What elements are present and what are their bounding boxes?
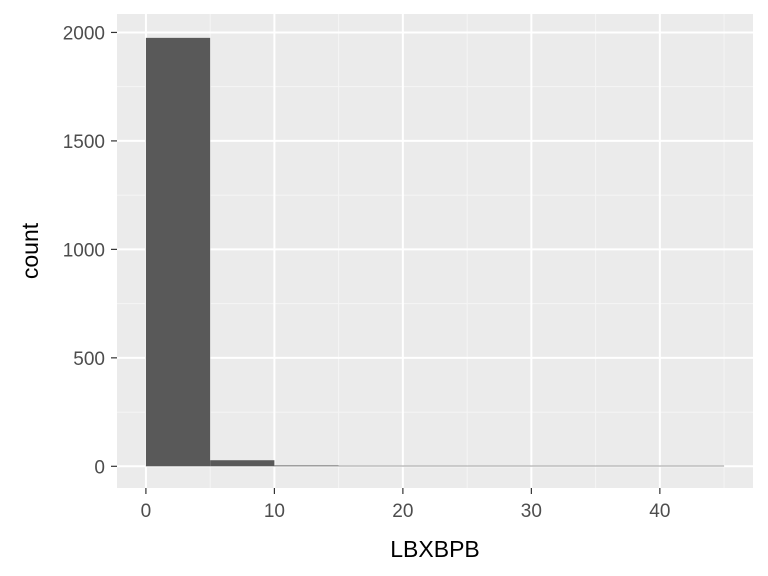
y-tick-label: 2000 [63, 23, 105, 44]
major-gridlines [117, 14, 753, 488]
histogram-bar [595, 465, 660, 467]
minor-gridlines [117, 14, 753, 488]
histogram-bar [402, 465, 468, 467]
histogram-bar [531, 465, 596, 467]
x-axis-title: LBXBPB [390, 536, 480, 562]
histogram-bar [659, 465, 725, 467]
histogram-bar [274, 465, 339, 467]
x-tick-label: 40 [649, 501, 670, 522]
x-tick-label: 10 [264, 501, 285, 522]
histogram-bar [210, 460, 275, 467]
y-tick-label: 500 [73, 349, 105, 370]
histogram-bar [338, 465, 403, 467]
y-tick-label: 0 [94, 457, 105, 478]
x-tick-label: 30 [521, 501, 542, 522]
histogram-bar [145, 37, 211, 467]
y-axis-title: count [17, 222, 43, 279]
y-tick-label: 1500 [63, 132, 105, 153]
x-tick-label: 0 [141, 501, 152, 522]
plot-panel [117, 14, 753, 488]
histogram-bar [467, 465, 532, 467]
y-tick-label: 1000 [63, 240, 105, 261]
histogram-bars [145, 37, 725, 467]
x-axis: 0 10 20 30 40 [141, 488, 670, 522]
x-tick-label: 20 [392, 501, 413, 522]
y-axis: 0 500 1000 1500 2000 [63, 23, 117, 478]
